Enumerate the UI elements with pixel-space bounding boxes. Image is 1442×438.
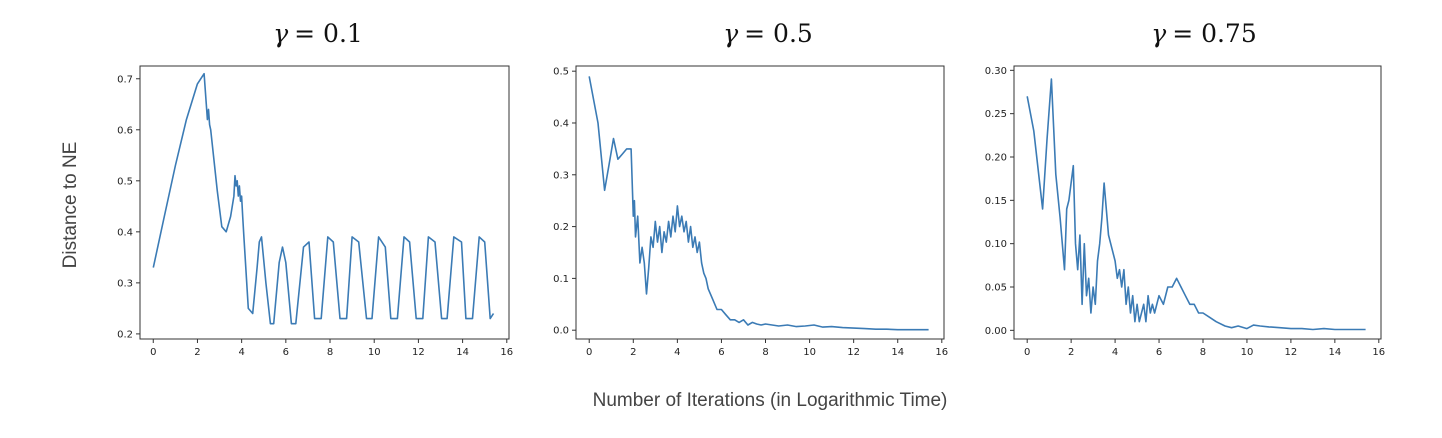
y-tick-label: 0.0	[553, 326, 569, 337]
y-tick-label: 0.00	[985, 326, 1007, 337]
x-tick-label: 16	[935, 347, 948, 358]
y-tick-label: 0.25	[985, 109, 1007, 120]
x-tick-label: 12	[1285, 347, 1298, 358]
x-tick-label: 10	[803, 347, 816, 358]
y-tick-label: 0.2	[117, 329, 133, 340]
x-tick-label: 10	[368, 347, 381, 358]
y-axis-label: Distance to NE	[60, 142, 81, 269]
y-tick-label: 0.2	[553, 222, 569, 233]
x-tick-label: 4	[1112, 347, 1118, 358]
x-tick-label: 6	[1156, 347, 1162, 358]
y-tick-label: 0.3	[553, 170, 569, 181]
x-tick-label: 16	[1372, 347, 1385, 358]
y-tick-label: 0.30	[985, 66, 1007, 77]
x-tick-label: 16	[500, 347, 513, 358]
y-tick-label: 0.3	[117, 278, 133, 289]
panel-1: γ = 0.1 0 2 4 6 8 10 12 14 16 0.2 0.3 0.4 0.5 0.6 0.7	[117, 19, 513, 358]
y-tick-label: 0.10	[985, 239, 1007, 250]
title-value: = 0.5	[744, 19, 813, 48]
plot-frame	[1013, 65, 1382, 340]
y-tick-label: 0.7	[117, 74, 133, 85]
y-tick-label: 0.20	[985, 153, 1007, 164]
panel-title: γ = 0.5	[723, 19, 813, 48]
y-tick-label: 0.1	[553, 274, 569, 285]
x-tick-label: 8	[1200, 347, 1206, 358]
plot-frame	[139, 65, 510, 340]
x-axis-label: Number of Iterations (in Logarithmic Tim…	[593, 390, 948, 411]
x-tick-label: 2	[630, 347, 636, 358]
x-tick-label: 12	[412, 347, 425, 358]
x-tick-label: 4	[238, 347, 244, 358]
x-tick-label: 0	[1024, 347, 1030, 358]
x-tick-label: 14	[891, 347, 904, 358]
title-symbol: γ	[1151, 19, 1166, 48]
x-tick-label: 2	[194, 347, 200, 358]
x-tick-label: 12	[847, 347, 860, 358]
y-tick-label: 0.6	[117, 125, 133, 136]
x-tick-label: 6	[283, 347, 289, 358]
title-value: = 0.1	[294, 19, 363, 48]
y-tick-label: 0.15	[985, 196, 1007, 207]
x-tick-label: 8	[327, 347, 333, 358]
x-tick-label: 2	[1068, 347, 1074, 358]
y-tick-label: 0.5	[117, 176, 133, 187]
panel-title: γ = 0.1	[273, 19, 363, 48]
y-tick-label: 0.5	[553, 67, 569, 78]
x-tick-label: 6	[718, 347, 724, 358]
series-line	[152, 72, 495, 325]
y-tick-label: 0.4	[553, 118, 569, 129]
title-value: = 0.75	[1172, 19, 1257, 48]
series-line	[588, 76, 929, 331]
series-line	[1026, 78, 1366, 331]
x-tick-label: 8	[762, 347, 768, 358]
panel-2: γ = 0.5 0 2 4 6 8 10 12 14 16 0.0 0.1 0.2 0.3 0.4 0.5	[553, 19, 948, 358]
x-tick-label: 0	[150, 347, 156, 358]
x-tick-label: 14	[1328, 347, 1341, 358]
y-tick-label: 0.05	[985, 283, 1007, 294]
y-tick-label: 0.4	[117, 227, 133, 238]
title-symbol: γ	[723, 19, 738, 48]
panel-3: γ = 0.75 0 2 4 6 8 10 12 14 16 0.00 0.05 0.10 0.15 0.20…	[985, 19, 1385, 358]
panel-title: γ = 0.75	[1151, 19, 1257, 48]
plot-frame	[575, 65, 945, 340]
x-tick-label: 4	[674, 347, 680, 358]
x-tick-label: 10	[1241, 347, 1254, 358]
title-symbol: γ	[273, 19, 288, 48]
x-tick-label: 0	[586, 347, 592, 358]
x-tick-label: 14	[456, 347, 469, 358]
